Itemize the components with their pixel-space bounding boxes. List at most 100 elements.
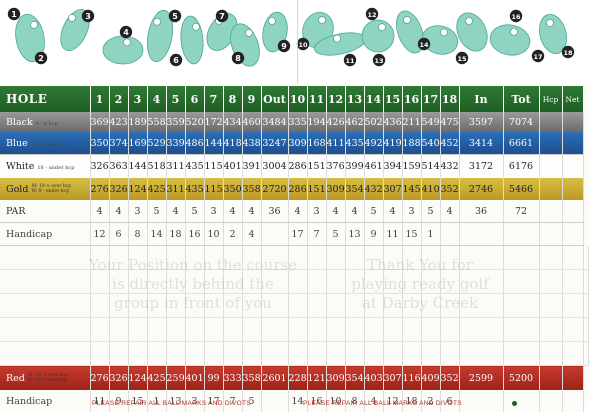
black-tee-net-entry[interactable]: [562, 112, 584, 132]
score-entry-cell[interactable]: [562, 317, 584, 342]
score-entry-cell[interactable]: [421, 245, 441, 270]
score-entry-cell[interactable]: [459, 341, 504, 366]
score-entry-cell[interactable]: [288, 341, 308, 366]
score-entry-cell[interactable]: [185, 293, 205, 318]
score-entry-cell[interactable]: [261, 293, 289, 318]
score-entry-cell[interactable]: [307, 245, 327, 270]
score-entry-cell[interactable]: [440, 293, 460, 318]
score-entry-cell[interactable]: [261, 317, 289, 342]
handicap-net-entry[interactable]: [562, 222, 584, 246]
score-entry-cell[interactable]: [345, 293, 365, 318]
score-entry-cell[interactable]: [440, 317, 460, 342]
white-tee-net-entry[interactable]: [562, 154, 584, 178]
score-entry-cell[interactable]: [223, 245, 243, 270]
score-entry-cell[interactable]: [242, 293, 262, 318]
score-entry-cell[interactable]: [503, 341, 540, 366]
score-entry-cell[interactable]: [90, 317, 110, 342]
score-entry-cell[interactable]: [90, 341, 110, 366]
score-entry-cell[interactable]: [562, 269, 584, 294]
score-entry-cell[interactable]: [128, 293, 148, 318]
score-entry-cell[interactable]: [345, 269, 365, 294]
red-tee-hcp-entry[interactable]: [539, 365, 563, 390]
score-entry-cell[interactable]: [345, 341, 365, 366]
score-entry-cell[interactable]: [204, 317, 224, 342]
score-entry-cell[interactable]: [326, 317, 346, 342]
score-entry-cell[interactable]: [128, 317, 148, 342]
score-entry-cell[interactable]: [288, 317, 308, 342]
score-entry-cell[interactable]: [166, 341, 186, 366]
score-entry-cell[interactable]: [204, 341, 224, 366]
score-entry-cell[interactable]: [440, 245, 460, 270]
score-entry-cell[interactable]: [459, 317, 504, 342]
score-entry-cell[interactable]: [383, 269, 403, 294]
score-entry-cell[interactable]: [242, 245, 262, 270]
score-entry-cell[interactable]: [90, 269, 110, 294]
par-net-entry[interactable]: [562, 200, 584, 223]
score-entry-cell[interactable]: [383, 245, 403, 270]
handicap-red-net-entry[interactable]: [562, 390, 584, 412]
score-entry-cell[interactable]: [0, 269, 91, 294]
score-entry-cell[interactable]: [0, 317, 91, 342]
score-entry-cell[interactable]: [402, 269, 422, 294]
score-entry-cell[interactable]: [242, 269, 262, 294]
score-entry-cell[interactable]: [307, 293, 327, 318]
score-entry-cell[interactable]: [288, 269, 308, 294]
score-entry-cell[interactable]: [242, 317, 262, 342]
score-entry-cell[interactable]: [0, 341, 91, 366]
score-entry-cell[interactable]: [326, 341, 346, 366]
score-entry-cell[interactable]: [539, 269, 563, 294]
score-entry-cell[interactable]: [242, 341, 262, 366]
score-entry-cell[interactable]: [0, 245, 91, 270]
score-entry-cell[interactable]: [166, 293, 186, 318]
white-tee-hcp-entry[interactable]: [539, 154, 563, 178]
score-entry-cell[interactable]: [583, 341, 589, 366]
score-entry-cell[interactable]: [204, 293, 224, 318]
score-entry-cell[interactable]: [562, 341, 584, 366]
score-entry-cell[interactable]: [421, 317, 441, 342]
score-entry-cell[interactable]: [0, 293, 91, 318]
score-entry-cell[interactable]: [539, 341, 563, 366]
score-entry-cell[interactable]: [166, 317, 186, 342]
score-entry-cell[interactable]: [185, 245, 205, 270]
score-entry-cell[interactable]: [562, 245, 584, 270]
gold-tee-hcp-entry[interactable]: [539, 178, 563, 200]
score-entry-cell[interactable]: [459, 245, 504, 270]
score-entry-cell[interactable]: [421, 293, 441, 318]
score-entry-cell[interactable]: [147, 317, 167, 342]
score-entry-cell[interactable]: [583, 269, 589, 294]
score-entry-cell[interactable]: [185, 341, 205, 366]
score-entry-cell[interactable]: [539, 293, 563, 318]
score-entry-cell[interactable]: [503, 269, 540, 294]
score-entry-cell[interactable]: [539, 245, 563, 270]
score-entry-cell[interactable]: [364, 269, 384, 294]
score-entry-cell[interactable]: [562, 293, 584, 318]
score-entry-cell[interactable]: [223, 293, 243, 318]
handicap-red-hcp-entry[interactable]: [539, 390, 563, 412]
score-entry-cell[interactable]: [204, 245, 224, 270]
score-entry-cell[interactable]: [583, 245, 589, 270]
score-entry-cell[interactable]: [109, 269, 129, 294]
score-entry-cell[interactable]: [402, 293, 422, 318]
score-entry-cell[interactable]: [261, 341, 289, 366]
score-entry-cell[interactable]: [326, 245, 346, 270]
score-entry-cell[interactable]: [109, 293, 129, 318]
score-entry-cell[interactable]: [364, 341, 384, 366]
score-entry-cell[interactable]: [128, 245, 148, 270]
score-entry-cell[interactable]: [364, 245, 384, 270]
score-entry-cell[interactable]: [503, 317, 540, 342]
score-entry-cell[interactable]: [421, 341, 441, 366]
score-entry-cell[interactable]: [261, 245, 289, 270]
score-entry-cell[interactable]: [128, 341, 148, 366]
handicap-hcp-entry[interactable]: [539, 222, 563, 246]
score-entry-cell[interactable]: [90, 293, 110, 318]
blue-tee-hcp-entry[interactable]: [539, 132, 563, 155]
score-entry-cell[interactable]: [326, 269, 346, 294]
score-entry-cell[interactable]: [421, 269, 441, 294]
red-tee-net-entry[interactable]: [562, 365, 584, 390]
score-entry-cell[interactable]: [204, 269, 224, 294]
score-entry-cell[interactable]: [223, 269, 243, 294]
score-entry-cell[interactable]: [583, 293, 589, 318]
score-entry-cell[interactable]: [185, 269, 205, 294]
score-entry-cell[interactable]: [364, 293, 384, 318]
score-entry-cell[interactable]: [459, 293, 504, 318]
